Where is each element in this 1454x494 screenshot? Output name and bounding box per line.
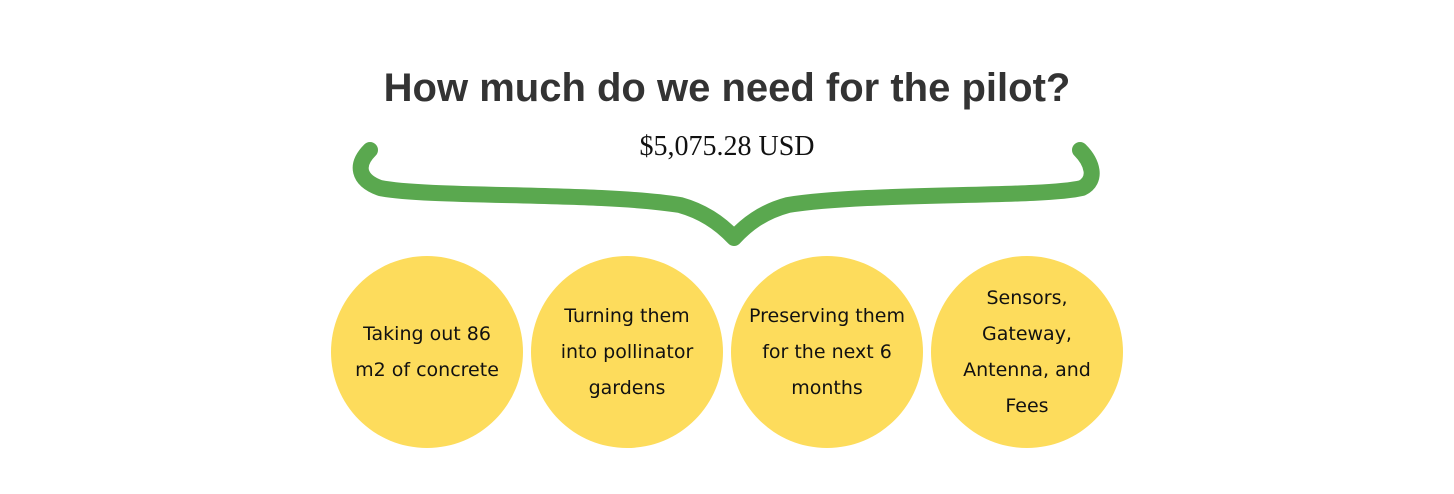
cost-item-circle: Turning them into pollinator gardens <box>531 256 723 448</box>
page-title: How much do we need for the pilot? <box>383 66 1071 110</box>
cost-item-label: Turning them into pollinator gardens <box>560 305 694 399</box>
cost-item-label: Preserving them for the next 6 months <box>749 305 905 399</box>
cost-item-circle: Preserving them for the next 6 months <box>731 256 923 448</box>
cost-item-circle: Sensors, Gateway, Antenna, and Fees <box>931 256 1123 448</box>
cost-item-circle: Taking out 86 m2 of concrete <box>331 256 523 448</box>
cost-item-label: Sensors, Gateway, Antenna, and Fees <box>963 287 1091 417</box>
cost-item-label: Taking out 86 m2 of concrete <box>355 323 499 381</box>
total-amount: $5,075.28 USD <box>639 131 815 162</box>
